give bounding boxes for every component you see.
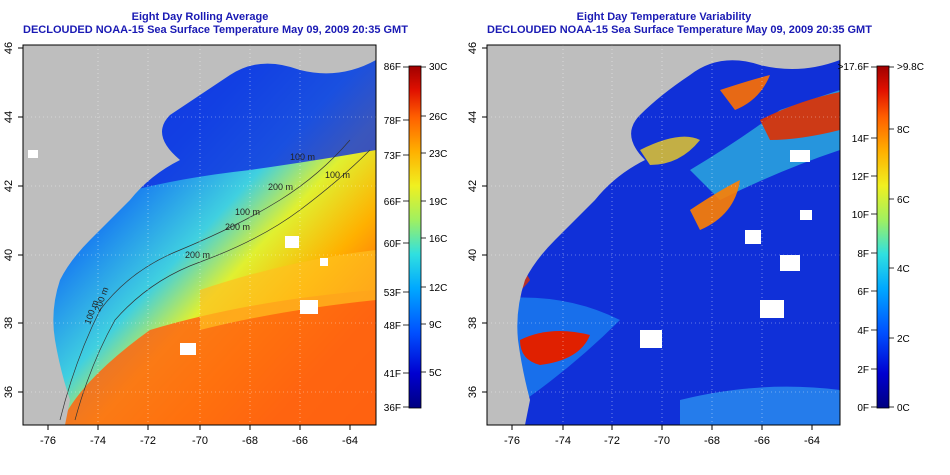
x-tick-label: -70 [654,435,670,447]
colorbar-f-label: 4F [857,326,869,337]
right-map-frame [486,44,841,426]
y-tick-label: 46 [467,42,479,54]
colorbar-c-label: 19C [429,197,447,208]
colorbar-c-label: 5C [429,368,442,379]
colorbar-f-label: >17.6F [838,62,869,73]
x-tick-label: -64 [342,435,358,447]
colorbar-c-label: 0C [897,403,910,414]
left-map: 100 m 100 m 200 m 200 m 100 m 200 m 100 … [23,45,376,425]
right-map-subtitle: DECLOUDED NOAA-15 Sea Surface Temperatur… [487,24,872,36]
x-tick-label: -72 [604,435,620,447]
right-high-variability-patch [520,331,590,365]
colorbar-f-label: 66F [384,197,401,208]
colorbar-f-label: 48F [384,321,401,332]
x-tick-label: -72 [140,435,156,447]
x-tick-label: -76 [40,435,56,447]
colorbar-f-label: 6F [857,287,869,298]
y-tick-label: 40 [3,249,15,261]
left-map-subtitle: DECLOUDED NOAA-15 Sea Surface Temperatur… [23,24,408,36]
right-map-title: Eight Day Temperature Variability [576,11,752,23]
y-tick-label: 40 [467,249,479,261]
colorbar-f-label: 86F [384,62,401,73]
y-tick-label: 42 [467,180,479,192]
colorbar-f-label: 12F [852,172,869,183]
colorbar-f-label: 78F [384,116,401,127]
colorbar-c-label: >9.8C [897,62,924,73]
y-tick-label: 38 [3,317,15,329]
right-y-axis: 46 44 42 40 38 36 [467,42,487,398]
x-tick-label: -70 [192,435,208,447]
right-colorbar: >17.6F 14F 12F 10F 8F 6F 4F 2F 0F >9.8C … [838,62,924,414]
colorbar-f-label: 14F [852,134,869,145]
y-tick-label: 36 [467,386,479,398]
colorbar-f-label: 0F [857,403,869,414]
left-colorbar: 86F 78F 73F 66F 60F 53F 48F 41F 36F 30C … [384,62,448,414]
x-tick-label: -66 [754,435,770,447]
colorbar-c-label: 9C [429,320,442,331]
isobath-label: 100 m [290,152,315,162]
colorbar-c-label: 8C [897,125,910,136]
colorbar-f-label: 41F [384,369,401,380]
isobath-label: 200 m [225,222,250,232]
colorbar-c-label: 4C [897,264,910,275]
colorbar-f-label: 73F [384,151,401,162]
colorbar-f-label: 8F [857,249,869,260]
y-tick-label: 44 [3,111,15,123]
left-y-axis: 46 44 42 40 38 36 [3,42,23,398]
y-tick-label: 42 [3,180,15,192]
isobath-label: 100 m [235,207,260,217]
isobath-label: 200 m [268,182,293,192]
left-x-axis: -76 -74 -72 -70 -68 -66 -64 [40,425,358,447]
x-tick-label: -68 [704,435,720,447]
colorbar-c-label: 23C [429,149,447,160]
left-land-mass [23,45,376,425]
y-tick-label: 46 [3,42,15,54]
right-map [487,45,840,425]
colorbar-c-label: 30C [429,62,447,73]
colorbar-f-label: 10F [852,210,869,221]
left-colorbar-ramp [408,65,422,409]
colorbar-c-label: 16C [429,234,447,245]
colorbar-f-label: 2F [857,365,869,376]
x-tick-label: -64 [804,435,820,447]
y-tick-label: 38 [467,317,479,329]
colorbar-c-label: 6C [897,195,910,206]
right-colorbar-ramp [876,65,890,409]
x-tick-label: -74 [90,435,106,447]
colorbar-c-label: 2C [897,334,910,345]
x-tick-label: -76 [504,435,520,447]
isobath-label: 200 m [185,250,210,260]
x-tick-label: -68 [242,435,258,447]
y-tick-label: 44 [467,111,479,123]
right-land-mass [487,45,840,425]
isobath-label: 100 m [325,170,350,180]
colorbar-c-label: 26C [429,112,447,123]
x-tick-label: -74 [555,435,571,447]
colorbar-f-label: 36F [384,403,401,414]
colorbar-f-label: 53F [384,288,401,299]
right-x-axis: -76 -74 -72 -70 -68 -66 -64 [504,425,820,447]
colorbar-f-label: 60F [384,239,401,250]
colorbar-c-label: 12C [429,283,447,294]
left-map-title: Eight Day Rolling Average [131,11,269,23]
y-tick-label: 36 [3,386,15,398]
left-gulf-stream-warm [60,290,376,425]
x-tick-label: -66 [292,435,308,447]
